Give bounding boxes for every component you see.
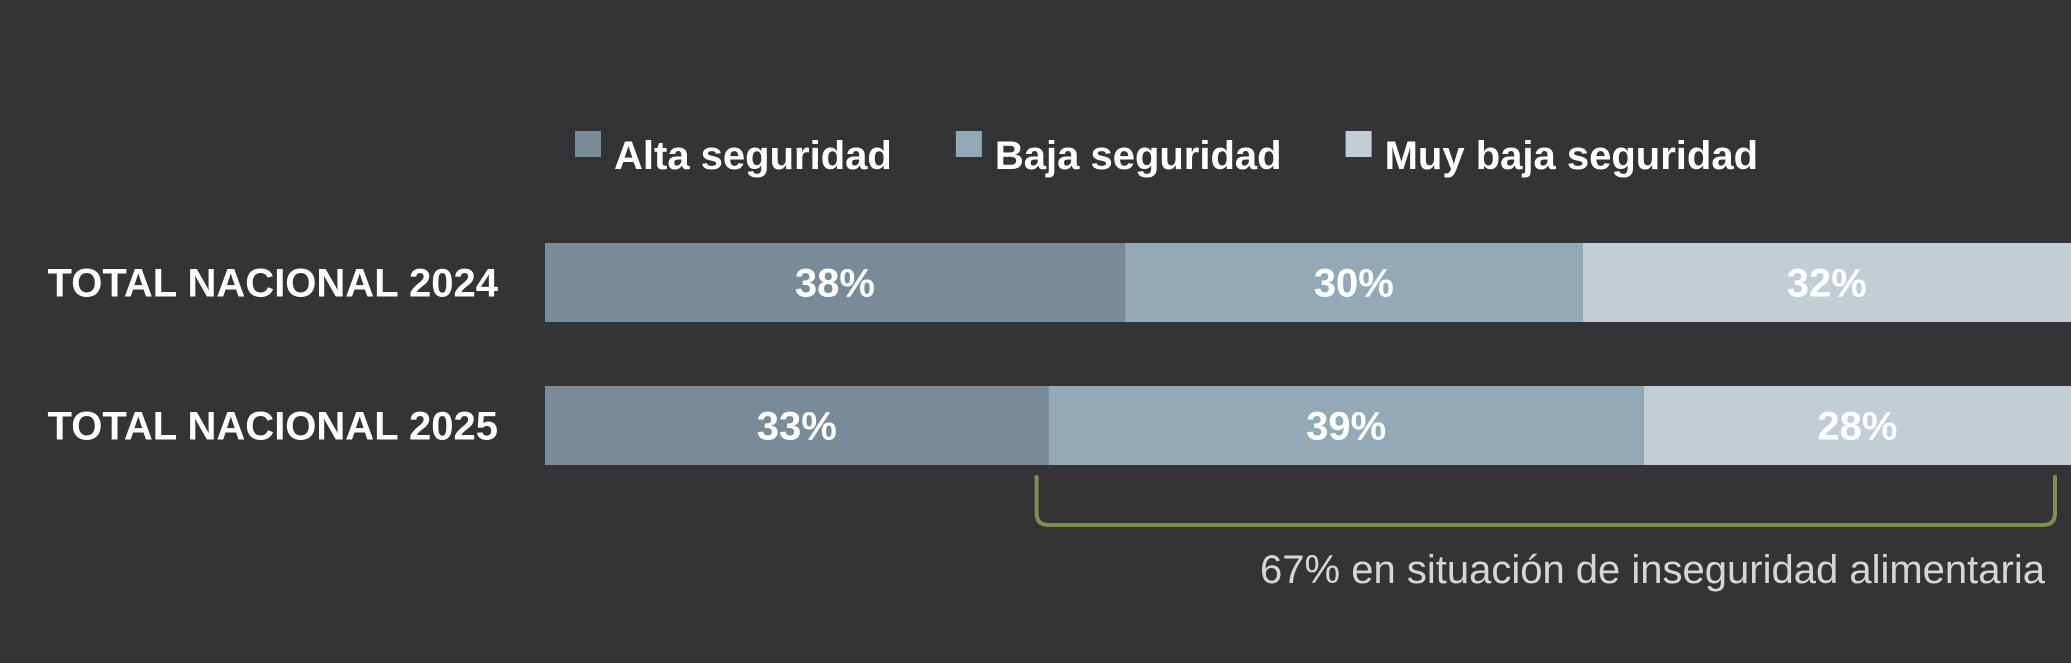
- bar-muy-baja-seguridad-total-nacional-2025: [1643, 386, 2071, 465]
- annotation-text: 67% en situación de inseguridad alimenta…: [1260, 548, 2046, 592]
- legend-label: Muy baja seguridad: [1385, 134, 1758, 178]
- category-label-total-nacional-2025: TOTAL NACIONAL 2025: [48, 405, 498, 449]
- legend-label: Baja seguridad: [995, 134, 1282, 178]
- data-label-alta-seguridad-total-nacional-2024: 38%: [795, 262, 875, 306]
- annotation: 67% en situación de inseguridad alimenta…: [1034, 475, 2057, 592]
- legend-item-baja-seguridad: Baja seguridad: [955, 131, 1282, 178]
- data-labels: 38% 30% 32% 33% 39% 28%: [757, 262, 1898, 449]
- legend-swatch: [575, 131, 601, 157]
- chart-legend: Alta seguridad Baja seguridad Muy baja seg…: [575, 131, 1758, 178]
- legend-label: Alta seguridad: [614, 134, 892, 178]
- legend-item-alta-seguridad: Alta seguridad: [575, 131, 892, 178]
- category-label-total-nacional-2024: TOTAL NACIONAL 2024: [48, 262, 499, 306]
- bar-baja-seguridad-total-nacional-2025: [1048, 386, 1644, 465]
- legend-item-muy-baja-seguridad: Muy baja seguridad: [1345, 131, 1758, 178]
- legend-swatch: [955, 131, 982, 157]
- legend-swatch: [1345, 131, 1372, 157]
- data-label-baja-seguridad-total-nacional-2024: 30%: [1314, 262, 1394, 306]
- category-labels: TOTAL NACIONAL 2024 TOTAL NACIONAL 2025: [48, 262, 499, 449]
- data-label-muy-baja-seguridad-total-nacional-2025: 28%: [1817, 405, 1897, 449]
- data-label-muy-baja-seguridad-total-nacional-2024: 32%: [1787, 262, 1867, 306]
- annotation-bracket: [1034, 475, 2057, 527]
- bars: [545, 243, 2071, 465]
- bar-alta-seguridad-total-nacional-2025: [545, 386, 1049, 465]
- bar-baja-seguridad-total-nacional-2024: [1124, 243, 1583, 322]
- data-label-baja-seguridad-total-nacional-2025: 39%: [1306, 405, 1386, 449]
- bar-muy-baja-seguridad-total-nacional-2024: [1582, 243, 2071, 322]
- bar-alta-seguridad-total-nacional-2024: [545, 243, 1125, 322]
- data-label-alta-seguridad-total-nacional-2025: 33%: [757, 405, 837, 449]
